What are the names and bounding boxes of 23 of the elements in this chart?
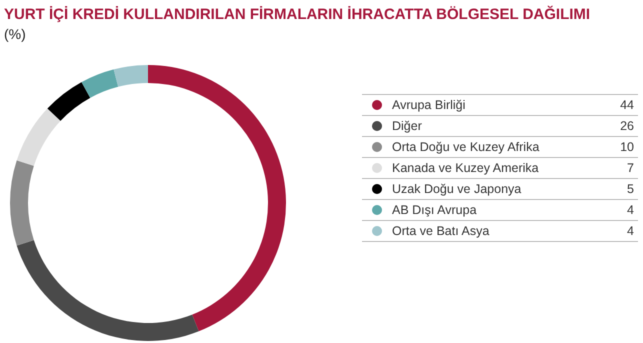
- data-label: 7: [627, 161, 634, 175]
- legend-label: Kanada ve Kuzey Amerika: [392, 161, 540, 175]
- legend-label: Uzak Doğu ve Japonya: [392, 182, 522, 196]
- data-label: 4: [627, 224, 634, 238]
- donut-slice: [10, 160, 34, 246]
- legend-label: Orta Doğu ve Kuzey Afrika: [392, 140, 540, 154]
- legend-label: Avrupa Birliği: [392, 98, 466, 112]
- data-label: 26: [620, 119, 634, 133]
- chart-title: YURT İÇİ KREDİ KULLANDIRILAN FİRMALARIN İHRACATTA BÖLGESEL DAĞILIMI: [4, 6, 590, 23]
- legend-label: AB Dışı Avrupa: [392, 203, 478, 217]
- donut-slice: [82, 69, 118, 98]
- data-label: 10: [620, 140, 634, 154]
- legend-label: Diğer: [392, 119, 423, 133]
- donut-slice: [16, 240, 199, 341]
- data-label: 44: [620, 98, 634, 112]
- donut-slice: [16, 108, 61, 166]
- donut-slice: [148, 65, 286, 332]
- legend-label: Orta ve Batı Asya: [392, 224, 490, 238]
- donut-slice: [114, 65, 148, 87]
- donut-slice: [47, 82, 90, 121]
- chart-subtitle: (%): [4, 26, 26, 42]
- data-label: 4: [627, 203, 634, 217]
- data-label: 5: [627, 182, 634, 196]
